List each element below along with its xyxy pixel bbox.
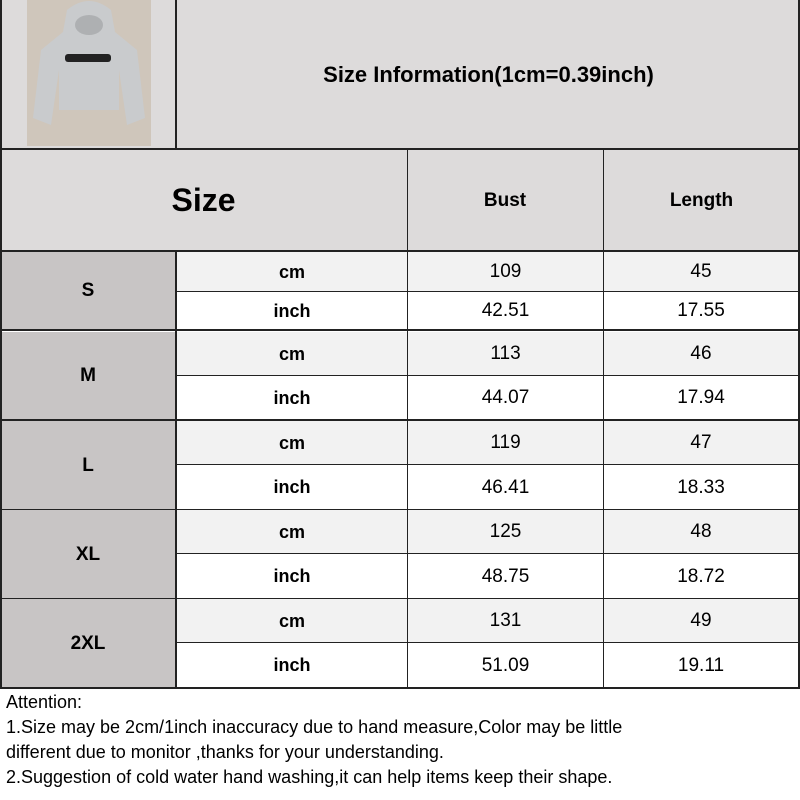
unit-label: cm — [177, 599, 407, 643]
attention-line: different due to monitor ,thanks for you… — [6, 742, 444, 762]
attention-line: 1.Size may be 2cm/1inch inaccuracy due t… — [6, 717, 623, 737]
size-label: M — [0, 332, 176, 420]
unit-label: cm — [177, 510, 407, 554]
product-image-cell — [0, 0, 177, 150]
unit-label: cm — [177, 252, 407, 292]
bust-value: 125 — [408, 510, 603, 554]
size-label: S — [0, 252, 176, 330]
size-header: Size — [0, 150, 407, 251]
length-value: 45 — [604, 252, 798, 292]
bust-value: 42.51 — [408, 292, 603, 330]
bust-header: Bust — [407, 150, 603, 251]
length-header: Length — [603, 150, 800, 251]
attention-heading: Attention: — [6, 692, 83, 712]
size-label: 2XL — [0, 599, 176, 688]
bust-value: 113 — [408, 332, 603, 376]
length-value: 19.11 — [604, 643, 798, 688]
length-value: 17.94 — [604, 376, 798, 420]
unit-label: cm — [177, 421, 407, 465]
length-value: 46 — [604, 332, 798, 376]
unit-label: inch — [177, 376, 407, 420]
bust-value: 51.09 — [408, 643, 603, 688]
unit-label: inch — [177, 292, 407, 330]
size-label: XL — [0, 510, 176, 599]
bust-value: 48.75 — [408, 554, 603, 599]
bust-value: 109 — [408, 252, 603, 292]
bust-value: 46.41 — [408, 465, 603, 510]
length-value: 18.72 — [604, 554, 798, 599]
unit-label: inch — [177, 643, 407, 688]
unit-label: inch — [177, 554, 407, 599]
size-label: L — [0, 421, 176, 510]
length-value: 49 — [604, 599, 798, 643]
attention-line: 2.Suggestion of cold water hand washing,… — [6, 767, 613, 787]
length-value: 18.33 — [604, 465, 798, 510]
title: Size Information(1cm=0.39inch) — [177, 0, 800, 150]
unit-label: inch — [177, 465, 407, 510]
bust-value: 131 — [408, 599, 603, 643]
length-value: 47 — [604, 421, 798, 465]
length-value: 48 — [604, 510, 798, 554]
unit-label: cm — [177, 332, 407, 376]
hoodie-photo — [27, 0, 151, 146]
length-value: 17.55 — [604, 292, 798, 330]
bust-value: 44.07 — [408, 376, 603, 420]
bust-value: 119 — [408, 421, 603, 465]
attention-note: Attention: 1.Size may be 2cm/1inch inacc… — [6, 690, 622, 790]
